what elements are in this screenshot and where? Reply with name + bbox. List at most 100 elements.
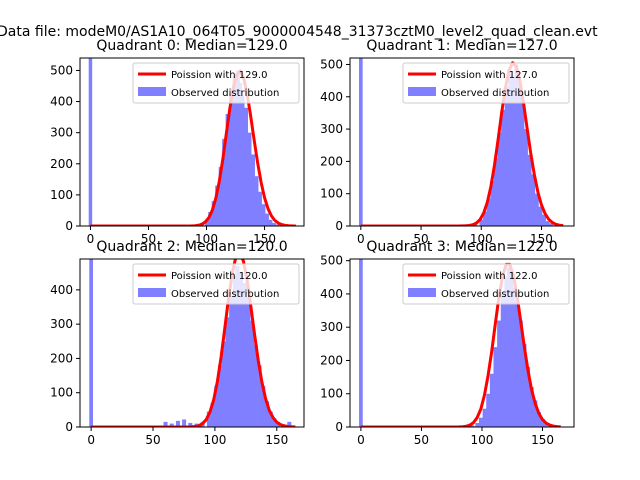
hist-bar [549,223,554,226]
hist-bar [497,132,502,226]
hist-bar [511,287,516,427]
hist-bar [500,293,505,427]
x-tick-label: 100 [195,232,218,246]
hist-bar-spike [359,58,363,226]
hist-bar [478,417,483,427]
hist-bar [531,174,536,226]
legend-label-poisson: Poission with 120.0 [171,271,267,282]
y-tick-label: 400 [320,90,343,104]
hist-bar [275,224,280,226]
x-tick-label: 150 [265,433,288,447]
hist-bar [261,204,266,226]
hist-bar [169,423,174,427]
x-tick-label: 100 [203,433,226,447]
legend: Poission with 127.0 Observed distribution [402,62,570,104]
hist-bar [247,132,252,226]
y-tick-label: 100 [320,187,343,201]
x-tick-label: 100 [470,232,493,246]
legend-label-poisson: Poission with 127.0 [441,70,537,81]
x-tick-label: 100 [471,433,494,447]
hist-bar [479,219,484,226]
hist-bar [493,158,498,226]
hist-bar [470,425,475,427]
legend-label-observed: Observed distribution [441,289,549,300]
hist-bar [524,129,528,226]
axes-frame [349,57,575,227]
hist-bar [522,343,527,427]
hist-bar [272,222,276,226]
hist-bar [222,138,226,226]
y-tick-label: 400 [320,287,343,301]
x-tick-label: 50 [145,433,160,447]
hist-bar [221,341,226,427]
hist-bar [506,267,511,427]
legend: Poission with 129.0 Observed distribution [132,62,300,104]
y-tick-label: 300 [50,126,73,140]
hist-bar [244,107,249,226]
hist-bar [272,418,277,427]
hist-bar [516,83,521,226]
hist-bar [204,219,209,226]
hist-bar [540,418,545,427]
x-tick-label: 150 [531,433,554,447]
hist-bar [238,82,243,226]
hist-bar [250,320,255,427]
hist-bar [229,296,234,427]
hist-bar [246,296,251,427]
y-tick-label: 500 [320,254,343,268]
y-tick-label: 0 [335,219,343,233]
x-tick-label: 50 [413,232,428,246]
subplot-0: 0 50 100 150 0 100 200 300 400 500 Quadrant 0: Med… [50,38,305,246]
hist-bar [254,176,259,226]
hist-bar [257,365,262,427]
hist-bar [534,193,539,226]
hist-bar [235,265,240,427]
hist-bar [501,109,506,226]
hist-bar [514,64,519,226]
hist-bar [218,166,223,226]
hist-bar [509,273,514,427]
x-tick-label: 0 [87,433,95,447]
hist-bar [482,408,487,427]
hist-bar [265,401,270,427]
subplot-title: Quadrant 3: Median=122.0 [366,239,557,255]
hist-bar [504,87,509,226]
y-tick-label: 200 [50,157,73,171]
x-tick-label: 150 [253,232,276,246]
legend: Poission with 120.0 Observed distribution [132,263,300,305]
hist-bar [515,300,520,427]
subplot-title: Quadrant 2: Median=120.0 [96,239,287,255]
legend-box [132,62,300,104]
legend-swatch-observed [138,288,166,297]
hist-bar [210,403,215,427]
subplot-3: 0 50 100 150 0 100 200 300 400 500 Quadrant 3: Med… [320,239,575,447]
x-tick-label: 0 [357,232,365,246]
hist-bar [538,206,543,226]
y-tick-label: 400 [50,95,73,109]
legend-box [402,62,570,104]
hist-bar [232,276,237,427]
legend-box [132,263,300,305]
legend-label-observed: Observed distribution [171,289,279,300]
y-tick-label: 0 [65,219,73,233]
legend-box [402,263,570,305]
hist-bar [497,320,502,427]
hist-bar [508,74,513,226]
axes-frame [349,258,575,428]
hist-bar [225,114,230,226]
hist-bar [225,317,230,427]
hist-bar [493,347,498,427]
suptitle: Data file: modeM0/AS1A10_064T05_90000045… [0,24,598,40]
hist-bar [545,221,550,226]
hist-bar [206,411,211,427]
hist-bar [504,277,509,427]
y-tick-label: 0 [335,420,343,434]
hist-bar [175,420,180,427]
hist-bar [489,373,494,427]
hist-bar [527,154,532,226]
axes-frame [79,57,305,227]
hist-bar [232,76,237,226]
hist-bar [533,400,538,427]
